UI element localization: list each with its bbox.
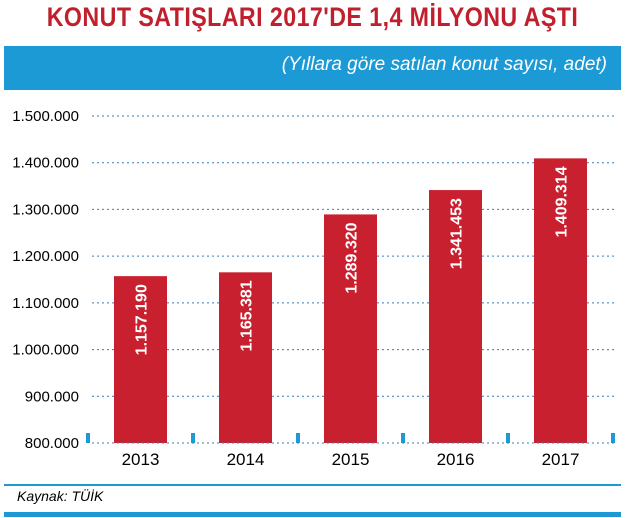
bar (534, 158, 587, 443)
y-tick-label: 1.200.000 (12, 248, 79, 265)
x-axis-tick-mark (611, 433, 615, 443)
bar-value-label: 1.409.314 (554, 166, 571, 237)
y-tick-label: 1.000.000 (12, 342, 79, 359)
x-tick-label: 2017 (542, 450, 580, 469)
x-axis (86, 433, 617, 444)
x-axis-tick-labels: 2013 2014 2015 2016 2017 (122, 450, 580, 469)
bar-value-label: 1.341.453 (449, 198, 466, 269)
y-tick-label: 900.000 (25, 388, 79, 405)
x-axis-tick-mark (506, 433, 510, 443)
bar-value-label: 1.157.190 (134, 284, 151, 355)
chart-subtitle: (Yıllara göre satılan konut sayısı, adet… (281, 54, 607, 75)
bar (114, 276, 167, 443)
footer-divider-bottom (4, 512, 621, 517)
bars (114, 158, 587, 443)
x-tick-label: 2016 (437, 450, 475, 469)
x-axis-tick-mark (86, 433, 90, 443)
x-tick-label: 2015 (332, 450, 370, 469)
bar-chart: 800.000 900.000 1.000.000 1.100.000 1.200.00… (12, 108, 617, 469)
y-tick-label: 1.500.000 (12, 108, 79, 125)
x-axis-tick-mark (401, 433, 405, 443)
y-axis-tick-labels: 800.000 900.000 1.000.000 1.100.000 1.200.00… (12, 108, 79, 452)
x-axis-tick-mark (296, 433, 300, 443)
subtitle-banner: (Yıllara göre satılan konut sayısı, adet… (4, 46, 621, 90)
y-tick-label: 1.100.000 (12, 295, 79, 312)
x-tick-label: 2014 (227, 450, 265, 469)
bar (324, 214, 377, 443)
y-tick-label: 1.400.000 (12, 155, 79, 172)
y-tick-label: 800.000 (25, 435, 79, 452)
footer-divider-top (4, 484, 621, 486)
bar-value-label: 1.165.381 (239, 280, 256, 351)
bar (429, 190, 482, 443)
bar-value-labels: 1.157.190 1.165.381 1.289.320 1.341.453 1.40… (134, 166, 571, 355)
bar-value-label: 1.289.320 (344, 222, 361, 293)
bar (219, 272, 272, 443)
chart-title: KONUT SATIŞLARI 2017'DE 1,4 MİLYONU AŞTI (46, 2, 579, 32)
x-axis-tick-mark (191, 433, 195, 443)
y-tick-label: 1.300.000 (12, 201, 79, 218)
x-tick-label: 2013 (122, 450, 160, 469)
source-note: Kaynak: TÜİK (17, 488, 104, 504)
